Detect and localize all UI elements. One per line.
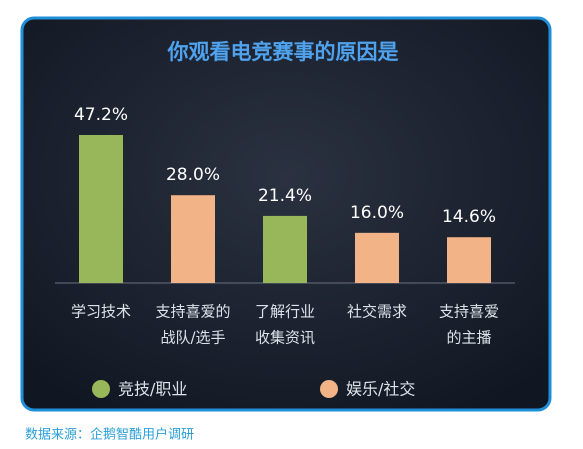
x-tick-label: 战队/选手 xyxy=(160,329,225,347)
legend-label: 竞技/职业 xyxy=(118,380,187,399)
x-tick-label: 社交需求 xyxy=(347,303,407,321)
x-tick-label: 学习技术 xyxy=(71,303,131,321)
x-tick-label: 的主播 xyxy=(446,329,491,347)
x-tick-label: 收集资讯 xyxy=(255,329,315,347)
bar xyxy=(263,215,307,283)
x-tick-label: 支持喜爱 xyxy=(439,303,499,321)
legend-marker xyxy=(320,380,338,398)
source-note: 数据来源：企鹅智酷用户调研 xyxy=(25,427,194,443)
panel xyxy=(20,16,552,412)
bar xyxy=(355,232,399,283)
value-label: 16.0% xyxy=(350,203,404,223)
value-label: 21.4% xyxy=(258,186,312,206)
value-label: 47.2% xyxy=(74,105,128,125)
chart-title: 你观看电竞赛事的原因是 xyxy=(167,40,399,64)
legend-marker xyxy=(92,380,110,398)
value-label: 28.0% xyxy=(166,165,220,185)
x-tick-label: 了解行业 xyxy=(255,303,315,321)
bar xyxy=(79,135,123,283)
bar xyxy=(171,195,215,283)
x-tick-label: 支持喜爱的 xyxy=(155,303,230,321)
legend-label: 娱乐/社交 xyxy=(346,380,415,399)
value-label: 14.6% xyxy=(442,207,496,227)
bar xyxy=(447,237,491,283)
